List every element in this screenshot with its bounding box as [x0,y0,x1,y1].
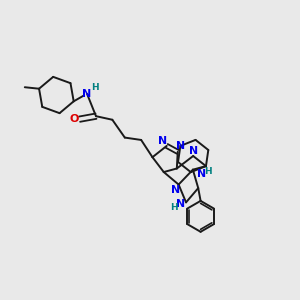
Text: H: H [170,203,178,212]
Text: N: N [176,199,185,209]
Text: H: H [91,83,98,92]
Text: N: N [82,89,92,99]
Text: N: N [171,185,180,196]
Text: O: O [70,114,79,124]
Text: N: N [189,146,198,156]
Text: N: N [158,136,167,146]
Text: N: N [197,169,206,179]
Text: H: H [205,167,212,176]
Text: N: N [176,142,185,152]
